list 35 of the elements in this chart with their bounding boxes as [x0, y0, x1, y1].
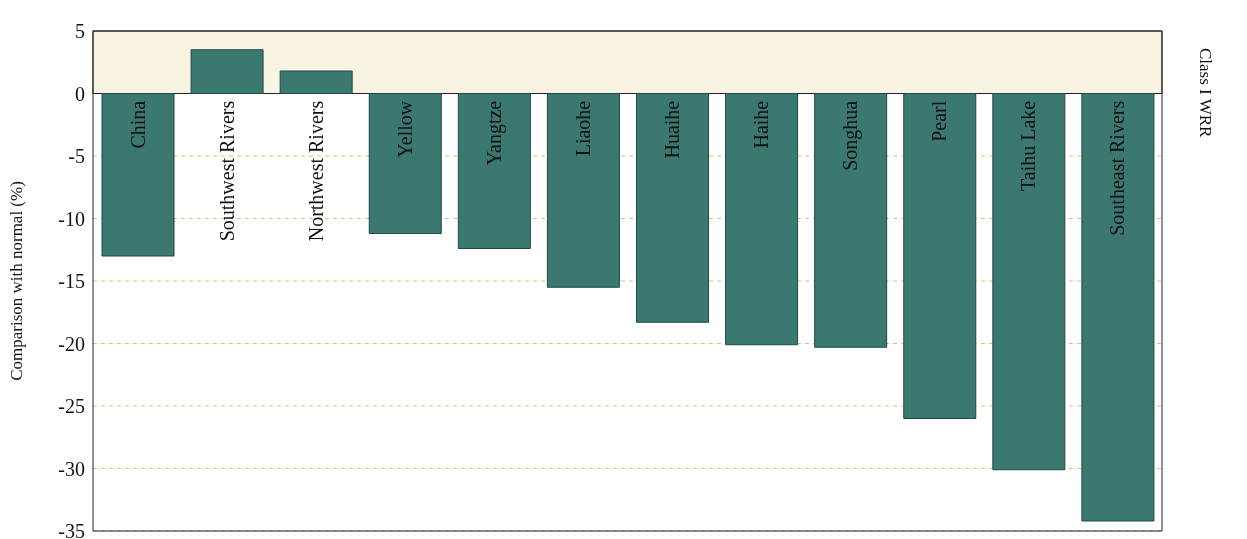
bar	[368, 93, 442, 234]
y-tick-label: -15	[58, 270, 85, 293]
bar	[814, 93, 888, 348]
bar	[725, 93, 799, 346]
y-tick-label: -5	[68, 145, 85, 168]
bar	[101, 93, 175, 257]
y-tick-label: -10	[58, 207, 85, 230]
y-tick-label: 5	[75, 20, 85, 43]
x-tick-label: Haihe	[750, 100, 773, 149]
x-tick-label: Northwest Rivers	[304, 100, 327, 242]
x-tick-label: Huaihe	[661, 100, 684, 159]
y-axis-title: Comparison with normal (%)	[7, 181, 27, 381]
bar	[279, 70, 353, 94]
bar	[992, 93, 1066, 471]
y-tick-label: 0	[75, 82, 85, 105]
bar	[636, 93, 709, 323]
x-tick-label: China	[126, 100, 149, 149]
x-tick-label: Pearl	[928, 100, 951, 142]
x-tick-label: Southwest Rivers	[215, 100, 238, 242]
bar	[190, 49, 264, 94]
bar	[903, 93, 977, 419]
bar	[457, 93, 531, 249]
x-tick-label: Yellow	[393, 100, 416, 158]
y-tick-label: -30	[58, 457, 85, 480]
y-tick-label: -20	[58, 332, 85, 355]
x-tick-label: Taihu Lake	[1017, 100, 1040, 191]
y-tick-label: -25	[58, 395, 85, 418]
x-tick-label: Southeast Rivers	[1106, 100, 1129, 236]
text: Class I WRR	[1195, 48, 1215, 138]
x-tick-label: Songhua	[839, 100, 863, 171]
bar	[1081, 93, 1155, 522]
x-tick-label: Liaohe	[571, 100, 594, 157]
x-tick-label: Yangtze	[482, 100, 506, 166]
bar	[546, 93, 620, 288]
y-tick-label: -35	[58, 520, 85, 539]
